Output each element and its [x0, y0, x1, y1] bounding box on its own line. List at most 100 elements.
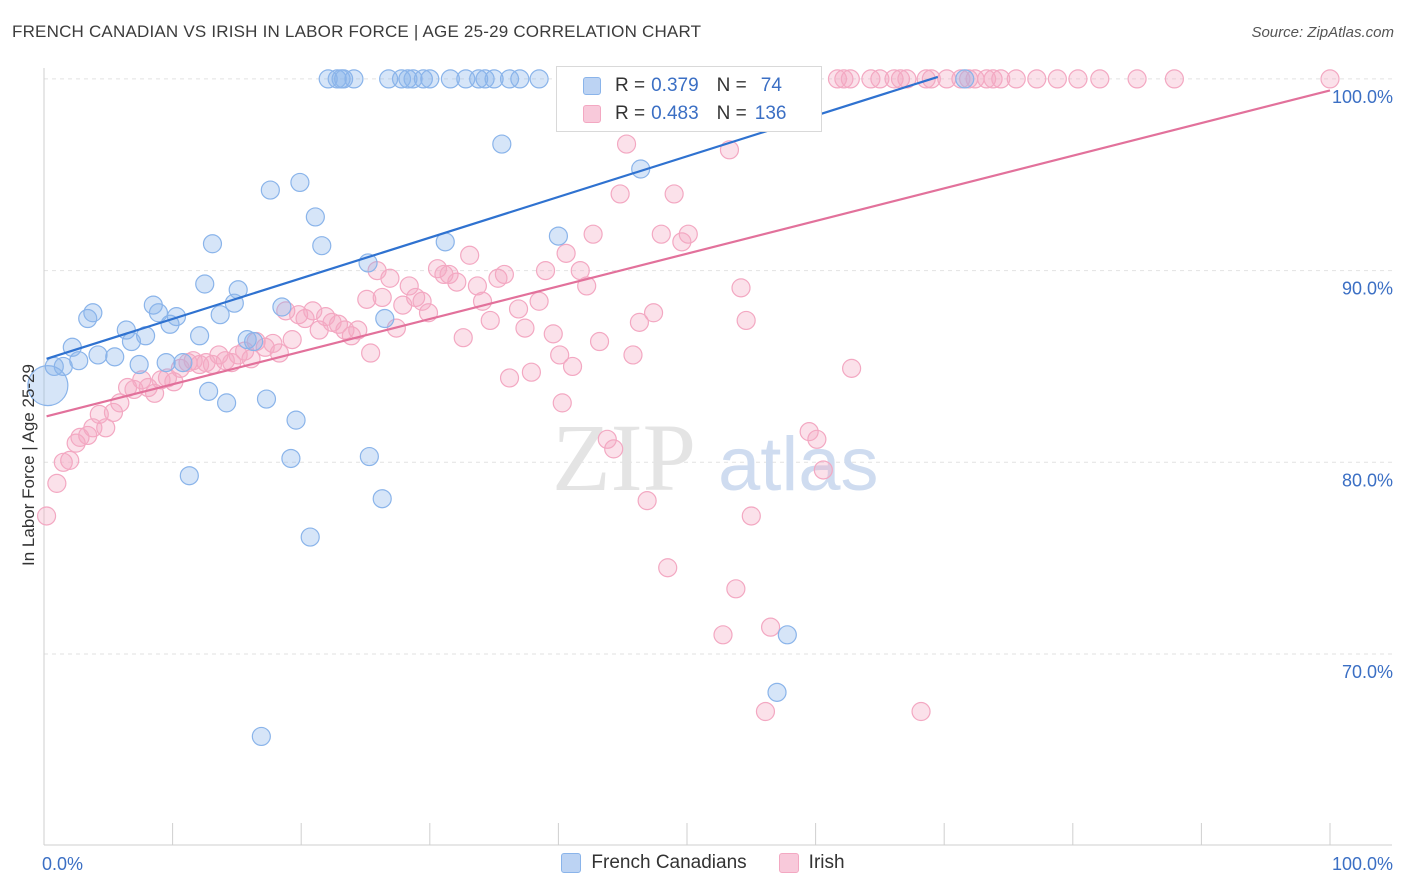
data-point-french-canadians	[548, 226, 569, 246]
data-point-irish	[276, 301, 296, 321]
y-tick-label: 90.0%	[1342, 279, 1393, 299]
data-point-irish	[47, 473, 67, 493]
data-point-irish	[813, 460, 833, 480]
data-point-french-canadians	[272, 297, 292, 317]
data-point-french-canadians	[492, 134, 512, 154]
data-point-irish	[447, 272, 467, 292]
data-point-irish	[983, 69, 1003, 89]
legend-n-value: 74	[760, 75, 782, 96]
trend-line-irish	[46, 89, 1331, 418]
data-point-irish	[977, 69, 997, 89]
data-point-french-canadians	[195, 274, 215, 294]
legend-n-label: N =	[716, 103, 747, 124]
data-point-french-canadians	[334, 69, 354, 89]
data-point-irish	[583, 224, 603, 244]
data-point-irish	[412, 291, 432, 311]
series-irish-points	[36, 69, 1340, 722]
data-point-irish	[480, 310, 500, 331]
legend-swatch-blue	[583, 77, 601, 95]
data-point-irish	[372, 287, 392, 308]
data-point-french-canadians	[78, 308, 98, 329]
legend-swatch-blue	[561, 853, 582, 873]
data-point-irish	[1047, 69, 1067, 89]
legend-item-irish[interactable]: Irish	[778, 852, 845, 874]
data-point-irish	[453, 328, 473, 348]
data-point-irish	[842, 358, 862, 378]
data-point-irish	[991, 69, 1011, 89]
data-point-french-canadians	[375, 308, 395, 329]
data-point-irish	[678, 224, 698, 244]
data-point-irish	[550, 345, 570, 365]
legend-n-label: N =	[716, 75, 747, 96]
data-point-irish	[1068, 69, 1088, 89]
data-point-irish	[70, 427, 90, 447]
data-point-irish	[499, 368, 520, 388]
data-point-irish	[515, 318, 535, 338]
data-point-irish	[1006, 69, 1026, 89]
data-point-french-canadians	[359, 446, 379, 467]
data-point-irish	[348, 320, 368, 340]
data-point-french-canadians	[179, 466, 199, 486]
data-point-french-canadians	[777, 625, 797, 645]
legend-item-french-canadians[interactable]: French Canadians	[561, 852, 747, 874]
data-point-irish	[840, 69, 860, 89]
tick-labels: 70.0% 80.0% 90.0% 100.0% 0.0% 100.0%	[42, 87, 1393, 874]
data-point-irish	[651, 224, 671, 244]
data-point-irish	[132, 370, 152, 390]
data-point-french-canadians	[440, 69, 460, 89]
y-tick-label: 70.0%	[1342, 662, 1393, 682]
data-point-irish	[263, 333, 283, 354]
data-point-french-canadians	[281, 448, 301, 469]
data-point-irish	[623, 345, 643, 365]
legend-r-label: R =	[615, 103, 646, 124]
data-point-irish	[597, 429, 617, 449]
data-point-irish	[726, 579, 746, 599]
y-axis-label: In Labor Force | Age 25-29	[19, 364, 38, 566]
data-point-irish	[103, 402, 124, 423]
data-point-irish	[629, 312, 650, 332]
legend-series: French Canadians Irish	[0, 852, 1406, 874]
data-point-french-canadians	[27, 365, 69, 407]
data-point-french-canadians	[398, 69, 418, 89]
data-point-irish	[713, 625, 733, 645]
data-point-irish	[556, 243, 576, 263]
data-point-irish	[60, 450, 80, 470]
x-tick-label: 100.0%	[1332, 854, 1393, 874]
data-point-irish	[1090, 69, 1110, 89]
data-point-irish	[911, 701, 931, 722]
data-point-irish	[577, 276, 597, 296]
data-point-irish	[282, 330, 302, 350]
data-point-irish	[1164, 69, 1184, 89]
data-point-irish	[672, 232, 692, 252]
data-point-french-canadians	[173, 353, 193, 373]
data-point-irish	[1127, 69, 1147, 89]
data-point-french-canadians	[199, 381, 219, 401]
watermark-atlas: atlas	[718, 422, 879, 507]
data-point-irish	[604, 439, 624, 459]
data-point-french-canadians	[217, 393, 237, 413]
data-point-irish	[460, 245, 480, 265]
data-point-french-canadians	[129, 354, 149, 375]
data-point-irish	[643, 303, 664, 323]
data-point-irish	[380, 268, 400, 288]
y-tick-label: 100.0%	[1332, 87, 1393, 107]
data-point-french-canadians	[372, 489, 392, 509]
data-point-french-canadians	[403, 69, 423, 89]
chart-title: FRENCH CANADIAN VS IRISH IN LABOR FORCE …	[12, 22, 702, 41]
data-point-irish	[731, 278, 751, 298]
data-point-irish	[658, 558, 678, 578]
data-point-french-canadians	[190, 326, 210, 346]
data-point-french-canadians	[529, 69, 549, 89]
data-point-french-canadians	[210, 305, 230, 325]
data-point-irish	[535, 261, 556, 281]
legend-n-value: 136	[754, 103, 787, 124]
data-point-french-canadians	[469, 69, 489, 89]
data-point-irish	[552, 393, 572, 413]
data-point-irish	[834, 69, 854, 89]
series-french-canadians-points	[27, 69, 975, 747]
x-tick-label: 0.0%	[42, 854, 83, 874]
data-point-irish	[664, 184, 684, 204]
data-point-french-canadians	[344, 69, 364, 89]
legend-r-label: R =	[615, 75, 646, 96]
